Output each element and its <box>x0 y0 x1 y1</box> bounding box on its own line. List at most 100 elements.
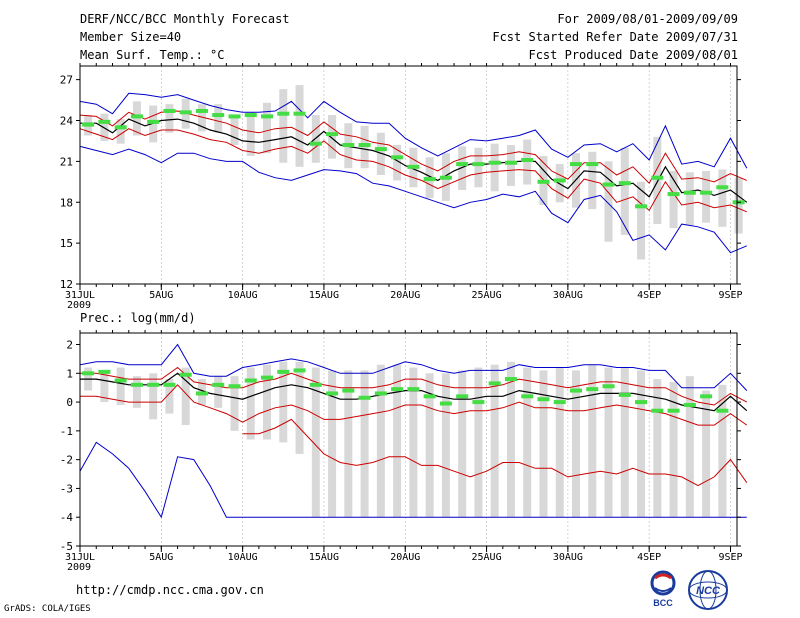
y-tick-label: 12 <box>60 278 73 291</box>
y-tick-label: 27 <box>60 74 73 87</box>
median-marker <box>683 402 696 407</box>
median-marker <box>261 375 274 380</box>
spread-box <box>197 104 206 132</box>
median-marker <box>326 132 339 137</box>
x-tick-label: 31JUL <box>65 552 95 563</box>
median-marker <box>488 381 501 386</box>
spread-box <box>263 364 272 440</box>
median-marker <box>716 185 729 190</box>
x-tick-label: 9SEP <box>718 552 742 563</box>
y-tick-label: -5 <box>60 540 73 553</box>
spread-box <box>165 104 174 133</box>
spread-box <box>718 169 727 227</box>
median-marker <box>537 397 550 402</box>
spread-box <box>214 104 223 133</box>
forecast-produced-date: Fcst Produced Date 2009/08/01 <box>528 48 738 62</box>
median-marker <box>130 382 143 387</box>
median-marker <box>358 395 371 400</box>
spread-box <box>263 102 272 154</box>
spread-box <box>588 364 597 518</box>
spread-box <box>246 367 255 440</box>
y-tick-label: 18 <box>60 196 73 209</box>
median-marker <box>147 119 160 124</box>
median-marker <box>358 143 371 148</box>
median-marker <box>700 190 713 195</box>
x-tick-label: 20AUG <box>390 552 420 563</box>
median-marker <box>488 160 501 165</box>
median-marker <box>244 113 257 118</box>
median-marker <box>570 162 583 167</box>
spread-box <box>132 101 141 136</box>
spread-box <box>653 379 662 518</box>
median-marker <box>407 164 420 169</box>
x-tick-label: 15AUG <box>309 290 339 301</box>
spread-box <box>376 132 385 175</box>
median-marker <box>293 368 306 373</box>
spread-box <box>393 364 402 518</box>
x-tick-label: 25AUG <box>472 290 502 301</box>
spread-box <box>685 172 694 226</box>
spread-box <box>246 112 255 156</box>
plot-frame <box>79 332 738 547</box>
spread-box <box>393 145 402 181</box>
spread-box <box>702 170 711 223</box>
spread-box <box>230 376 239 431</box>
median-marker <box>504 160 517 165</box>
spread-box <box>474 367 483 518</box>
median-marker <box>716 408 729 413</box>
grads-credit: GrADS: COLA/IGES <box>4 604 91 614</box>
x-tick-label: 31JUL <box>65 290 95 301</box>
median-marker <box>82 371 95 376</box>
median-marker <box>537 179 550 184</box>
spread-box <box>295 85 304 167</box>
spread-box <box>376 364 385 518</box>
median-marker <box>618 181 631 186</box>
y-tick-label: -2 <box>60 454 73 467</box>
spread-box <box>572 370 581 518</box>
spread-box <box>409 367 418 518</box>
spread-box <box>702 390 711 518</box>
spread-box <box>149 105 158 143</box>
x-tick-label: 20AUG <box>390 290 420 301</box>
panel-title: Prec.: log(mm/d) <box>80 311 196 325</box>
spread-box <box>523 367 532 518</box>
median-marker <box>521 158 534 163</box>
spread-box <box>100 370 109 403</box>
median-marker <box>195 108 208 113</box>
spread-box <box>360 125 369 169</box>
median-marker <box>179 110 192 115</box>
x-tick-label: 10AUG <box>228 290 258 301</box>
series-max <box>79 343 748 391</box>
spread-box <box>149 373 158 420</box>
x-tick-year: 2009 <box>67 300 91 311</box>
series-lower <box>80 384 748 426</box>
spread-box <box>425 373 434 518</box>
spread-box <box>328 115 337 159</box>
spread-box <box>555 367 564 518</box>
median-marker <box>179 372 192 377</box>
median-marker <box>553 178 566 183</box>
x-tick-label: 5AUG <box>149 290 173 301</box>
median-marker <box>521 394 534 399</box>
spread-box <box>490 143 499 192</box>
spread-box <box>214 376 223 408</box>
spread-box <box>620 367 629 518</box>
series-upper <box>79 110 747 185</box>
variable-label: Mean Surf. Temp.: °C <box>80 48 225 62</box>
median-marker <box>472 162 485 167</box>
median-marker <box>667 192 680 197</box>
spread-box <box>506 145 515 186</box>
median-marker <box>212 113 225 118</box>
spread-box <box>539 370 548 518</box>
median-marker <box>163 382 176 387</box>
median-marker <box>439 401 452 406</box>
chart-title: DERF/NCC/BCC Monthly Forecast <box>80 12 290 26</box>
median-marker <box>244 378 257 383</box>
spread-box <box>279 361 288 443</box>
spread-box <box>344 370 353 518</box>
series-upper <box>80 366 748 406</box>
spread-box <box>132 376 141 408</box>
median-marker <box>147 382 160 387</box>
median-marker <box>504 377 517 382</box>
